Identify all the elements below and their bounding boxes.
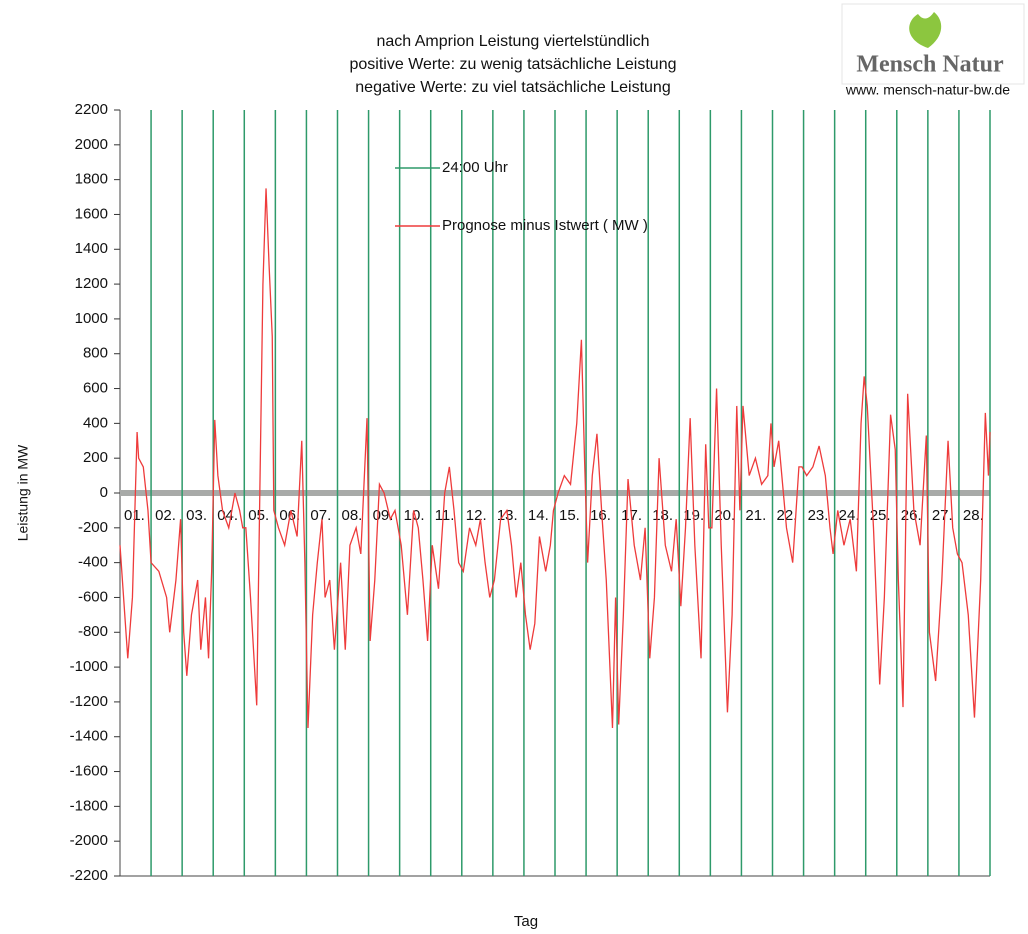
- y-tick-label: 1600: [75, 205, 108, 222]
- y-tick-label: -1600: [70, 763, 108, 780]
- y-tick-label: 2200: [75, 101, 108, 118]
- day-label: 11.: [435, 507, 455, 524]
- y-tick-label: 1200: [75, 275, 108, 292]
- y-tick-label: 2000: [75, 136, 108, 153]
- day-label: 10.: [404, 507, 425, 524]
- day-label: 04.: [217, 507, 238, 524]
- x-axis-label: Tag: [514, 913, 538, 930]
- y-tick-label: 1800: [75, 171, 108, 188]
- y-tick-label: 1400: [75, 240, 108, 257]
- day-label: 28.: [963, 507, 984, 524]
- day-label: 26.: [901, 507, 922, 524]
- day-label: 02.: [155, 507, 176, 524]
- data-line: [119, 188, 991, 729]
- y-tick-label: -2000: [70, 832, 108, 849]
- y-tick-label: 400: [83, 414, 108, 431]
- y-tick-label: 0: [100, 484, 108, 501]
- y-tick-label: -2200: [70, 867, 108, 884]
- y-tick-label: -1000: [70, 658, 108, 675]
- chart-title: negative Werte: zu viel tatsächliche Lei…: [355, 79, 670, 96]
- y-tick-label: -200: [78, 519, 108, 536]
- logo: Mensch Natur www. mensch-natur-bw.de: [841, 3, 1025, 98]
- legend-label: Prognose minus Istwert ( MW ): [442, 217, 648, 234]
- y-tick-label: -1400: [70, 728, 108, 745]
- day-label: 08.: [342, 507, 363, 524]
- day-label: 23.: [808, 507, 829, 524]
- y-tick-label: 1000: [75, 310, 108, 327]
- logo-name: Mensch Natur: [856, 52, 1004, 78]
- y-tick-label: -600: [78, 588, 108, 605]
- logo-leaf: [909, 12, 942, 48]
- day-label: 27.: [932, 507, 953, 524]
- chart-title: nach Amprion Leistung viertelstündlich: [376, 33, 649, 50]
- day-label: 05.: [248, 507, 269, 524]
- y-tick-label: -1200: [70, 693, 108, 710]
- day-label: 22.: [777, 507, 798, 524]
- y-tick-label: -800: [78, 623, 108, 640]
- day-label: 03.: [186, 507, 207, 524]
- day-label: 07.: [310, 507, 331, 524]
- y-tick-label: 800: [83, 345, 108, 362]
- day-label: 24.: [839, 507, 860, 524]
- day-label: 20.: [714, 507, 735, 524]
- chart-title: positive Werte: zu wenig tatsächliche Le…: [350, 56, 677, 73]
- day-label: 25.: [870, 507, 891, 524]
- y-tick-label: 600: [83, 380, 108, 397]
- logo-url: www. mensch-natur-bw.de: [845, 82, 1010, 98]
- day-label: 09.: [373, 507, 394, 524]
- y-axis-label: Leistung in MW: [15, 444, 31, 541]
- y-tick-label: -1800: [70, 797, 108, 814]
- day-label: 21.: [745, 507, 766, 524]
- day-label: 16.: [590, 507, 611, 524]
- day-label: 12.: [466, 507, 487, 524]
- y-tick-label: -400: [78, 554, 108, 571]
- day-label: 14.: [528, 507, 549, 524]
- day-label: 15.: [559, 507, 580, 524]
- legend-label: 24:00 Uhr: [442, 159, 508, 176]
- y-tick-label: 200: [83, 449, 108, 466]
